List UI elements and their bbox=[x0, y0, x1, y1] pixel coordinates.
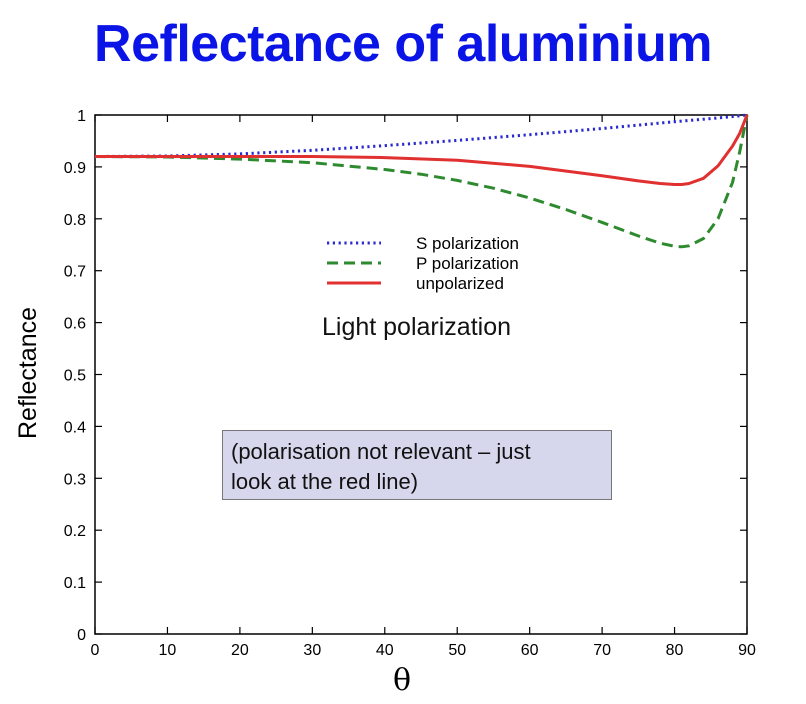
plot-frame bbox=[94, 114, 748, 635]
x-tick-label: 40 bbox=[376, 642, 394, 659]
x-tick-label: 20 bbox=[231, 642, 249, 659]
x-tick-label: 70 bbox=[593, 642, 611, 659]
y-tick-label: 0.9 bbox=[64, 160, 86, 177]
series-line-s-polarization bbox=[94, 113, 748, 158]
x-tick-label: 80 bbox=[666, 642, 684, 659]
legend-label: S polarization bbox=[416, 234, 519, 253]
y-tick-label: 1 bbox=[77, 108, 86, 125]
y-axis-label: Reflectance bbox=[14, 307, 42, 439]
legend-label: unpolarized bbox=[416, 274, 504, 293]
callout-line: look at the red line) bbox=[231, 469, 419, 494]
chart-axes bbox=[94, 114, 748, 635]
x-tick-label: 10 bbox=[159, 642, 177, 659]
chart-annotation: Light polarization bbox=[322, 313, 512, 341]
x-axis-label: θ bbox=[393, 663, 411, 698]
y-tick-label: 0.1 bbox=[64, 575, 86, 592]
x-tick-label: 60 bbox=[521, 642, 539, 659]
x-tick-label: 50 bbox=[448, 642, 466, 659]
series-line-unpolarized bbox=[95, 114, 749, 186]
chart-ticks: 0 10 20 30 40 50 60 70 80 90 0 0.1 0.2 0.3 0.4 0.5 0.6 0.… bbox=[64, 108, 756, 659]
y-tick-label: 0.5 bbox=[64, 368, 86, 385]
x-tick-label: 90 bbox=[738, 642, 756, 659]
y-tick-label: 0.3 bbox=[64, 471, 86, 488]
series-line-p-polarization bbox=[94, 114, 749, 249]
page-title: Reflectance of aluminium bbox=[94, 15, 712, 73]
legend-label: P polarization bbox=[416, 254, 519, 273]
y-tick-label: 0.6 bbox=[64, 316, 86, 333]
y-tick-label: 0.8 bbox=[64, 212, 86, 229]
y-tick-label: 0.4 bbox=[64, 419, 86, 436]
callout-line: (polarisation not relevant – just bbox=[231, 439, 531, 464]
chart-series bbox=[94, 113, 749, 249]
y-tick-label: 0.2 bbox=[64, 523, 86, 540]
callout-box: (polarisation not relevant – just look a… bbox=[222, 430, 612, 500]
y-tick-label: 0 bbox=[77, 627, 86, 644]
x-tick-label: 0 bbox=[91, 642, 100, 659]
y-tick-label: 0.7 bbox=[64, 264, 86, 281]
x-tick-label: 30 bbox=[303, 642, 321, 659]
